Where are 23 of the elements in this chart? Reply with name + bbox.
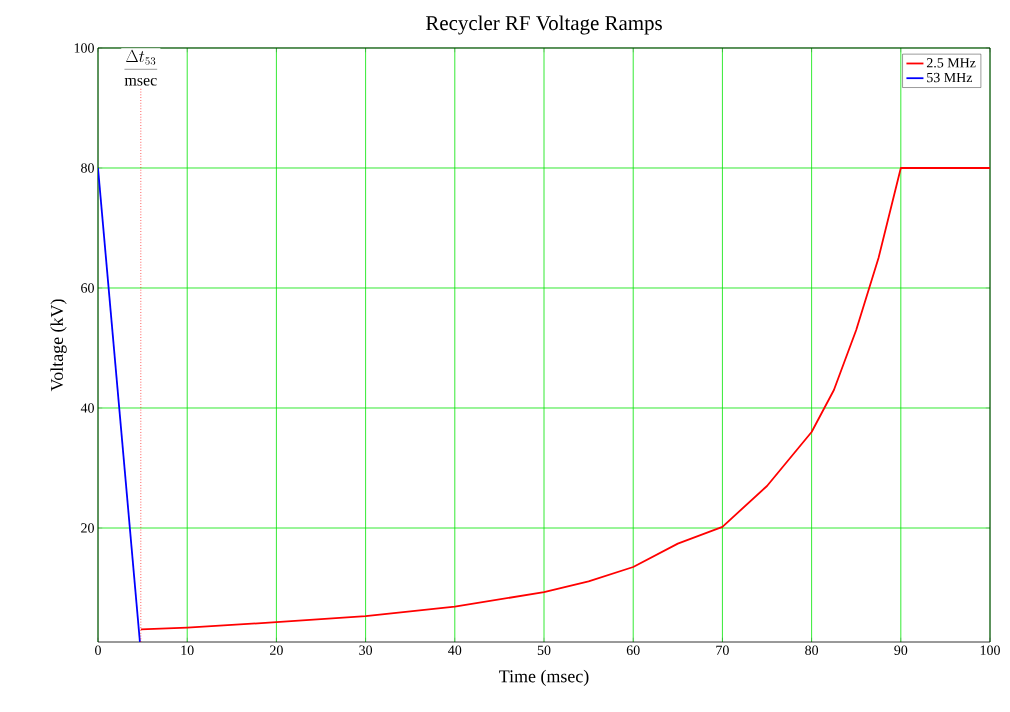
x-tick-label: 50 [537,645,551,655]
y-tick-label: 60 [81,283,94,293]
x-tick-label: 20 [270,645,283,655]
y-tick-label: 20 [81,523,94,533]
line-series [139,167,991,631]
legend-label: 53 MHz [927,72,973,83]
x-tick-label: 90 [894,645,908,655]
y-tick-label: 40 [80,403,94,413]
legend-label: 2.5 MHz [926,58,976,68]
y-tick-label: 80 [81,163,94,173]
y-axis-title: Voltage (kV) [50,299,67,392]
x-tick-label: 60 [626,645,640,655]
x-tick-label: 0 [95,645,101,655]
y-tick-label: 100 [74,43,94,53]
x-tick-label: 10 [181,645,194,655]
chart-title: Recycler RF Voltage Ramps [425,15,662,35]
x-tick-label: 100 [980,645,1000,655]
x-tick-label: 30 [359,645,373,655]
x-tick-label: 80 [805,645,819,655]
ref-line-label: $\frac{\Delta t_{53}}{\mathrm{msec}}$ [124,49,158,86]
x-axis-title: Time (msec) [499,669,589,687]
x-tick-label: 40 [448,645,462,655]
x-tick-label: 70 [716,645,729,655]
